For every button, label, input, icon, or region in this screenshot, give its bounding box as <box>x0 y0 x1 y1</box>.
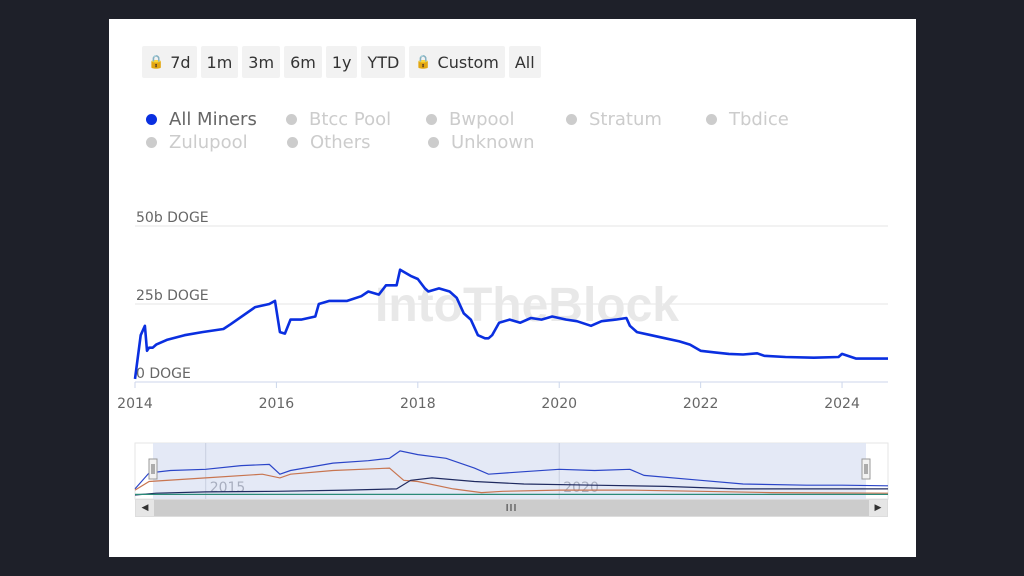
range-button-custom[interactable]: 🔒 Custom <box>409 46 505 78</box>
legend-label: All Miners <box>169 109 257 130</box>
navigator-blue <box>134 450 889 490</box>
legend-row: All Miners Btcc Pool Bwpool Stratum Tbdice <box>146 108 846 131</box>
navigator-navy <box>134 477 888 496</box>
x-axis-ticks: 2014 2016 2018 2020 2022 2024 <box>117 382 860 412</box>
range-button-label: 6m <box>290 52 316 72</box>
scroll-right-arrow-icon[interactable]: ▶ <box>869 500 887 516</box>
range-button-3m[interactable]: 3m <box>242 46 281 78</box>
legend-dot-icon <box>566 114 577 125</box>
y-tick-label: 0 DOGE <box>136 366 191 382</box>
lock-icon: 🔒 <box>148 54 165 70</box>
legend-item-all-miners[interactable]: All Miners <box>146 109 286 130</box>
price-chart: IntoTheBlock 0 DOGE 25b DOGE 50b DOGE 2014… <box>117 210 889 500</box>
range-button-label: Custom <box>437 52 499 72</box>
legend-dot-icon <box>706 114 717 125</box>
legend-item-btcc-pool[interactable]: Btcc Pool <box>286 109 426 130</box>
range-button-1m[interactable]: 1m <box>200 46 239 78</box>
y-axis-ticks: 0 DOGE 25b DOGE 50b DOGE <box>136 210 209 382</box>
legend-item-others[interactable]: Others <box>287 132 428 153</box>
x-tick-label: 2022 <box>683 396 719 412</box>
legend-label: Bwpool <box>449 109 515 130</box>
scroll-left-arrow-icon[interactable]: ◀ <box>136 500 154 516</box>
range-button-label: 1m <box>206 52 233 72</box>
range-button-label: All <box>514 52 535 72</box>
legend-item-stratum[interactable]: Stratum <box>566 109 706 130</box>
scrollbar-thumb[interactable]: III <box>154 500 869 516</box>
range-button-label: YTD <box>367 52 400 72</box>
navigator-series-group <box>134 450 889 496</box>
legend-item-tbdice[interactable]: Tbdice <box>706 109 846 130</box>
grid-lines <box>135 225 888 305</box>
range-button-label: 7d <box>170 52 191 72</box>
legend-dot-icon <box>286 114 297 125</box>
series-line-all-miners[interactable] <box>133 268 888 380</box>
range-button-label: 3m <box>248 52 275 72</box>
navigator-handle-left[interactable] <box>148 458 158 480</box>
legend-item-unknown[interactable]: Unknown <box>428 132 569 153</box>
main-series-group <box>133 268 888 380</box>
range-button-label: 1y <box>331 52 352 72</box>
legend-item-bwpool[interactable]: Bwpool <box>426 109 566 130</box>
chart-legend: All Miners Btcc Pool Bwpool Stratum Tbdice Z… <box>146 108 846 154</box>
legend-label: Stratum <box>589 109 662 130</box>
y-tick-label: 25b DOGE <box>136 288 209 304</box>
navigator-selection[interactable] <box>153 443 866 499</box>
legend-dot-icon <box>428 137 439 148</box>
navigator-label: 2015 <box>210 480 246 496</box>
chart-card: 🔒 7d 1m 3m 6m 1y YTD 🔒 Custom All All Miners Btcc … <box>109 19 916 557</box>
watermark: IntoTheBlock <box>375 279 679 332</box>
lock-icon: 🔒 <box>415 54 432 70</box>
navigator-label: 2020 <box>563 480 599 496</box>
legend-label: Zulupool <box>169 132 248 153</box>
x-tick-label: 2014 <box>117 396 153 412</box>
legend-label: Tbdice <box>729 109 789 130</box>
navigator-scrollbar[interactable]: ◀ III ▶ <box>135 499 888 517</box>
navigator-handle-right[interactable] <box>861 458 871 480</box>
range-button-1y[interactable]: 1y <box>325 46 358 78</box>
range-selector: 🔒 7d 1m 3m 6m 1y YTD 🔒 Custom All <box>142 46 541 79</box>
legend-dot-icon <box>287 137 298 148</box>
range-button-6m[interactable]: 6m <box>284 46 322 78</box>
x-tick-label: 2018 <box>400 396 436 412</box>
range-button-ytd[interactable]: YTD <box>361 46 406 78</box>
range-button-all[interactable]: All <box>508 46 541 78</box>
legend-dot-icon <box>146 137 157 148</box>
x-tick-label: 2020 <box>541 396 577 412</box>
legend-label: Others <box>310 132 371 153</box>
legend-item-zulupool[interactable]: Zulupool <box>146 132 287 153</box>
legend-dot-icon <box>426 114 437 125</box>
x-tick-label: 2024 <box>824 396 860 412</box>
legend-dot-icon <box>146 114 157 125</box>
y-tick-label: 50b DOGE <box>136 210 209 226</box>
range-button-7d[interactable]: 🔒 7d <box>142 46 197 78</box>
legend-row: Zulupool Others Unknown <box>146 131 846 154</box>
x-tick-label: 2016 <box>259 396 295 412</box>
legend-label: Unknown <box>451 132 535 153</box>
legend-label: Btcc Pool <box>309 109 392 130</box>
